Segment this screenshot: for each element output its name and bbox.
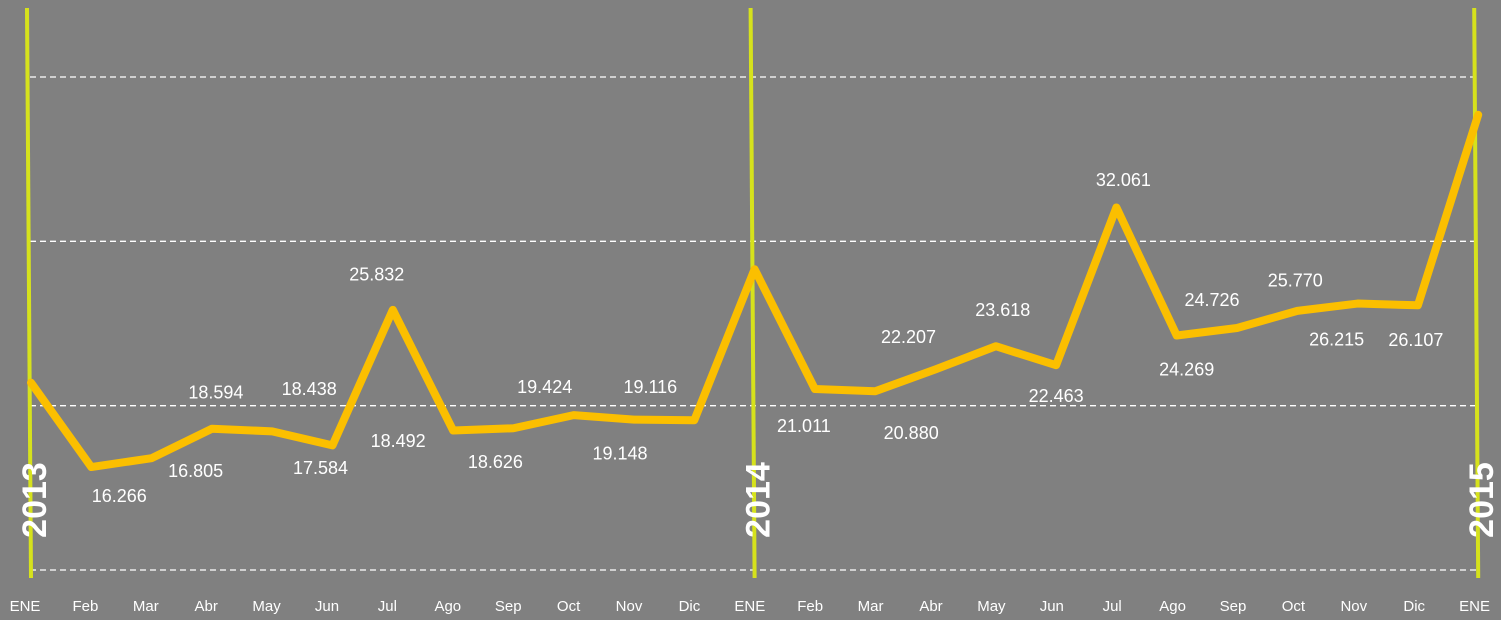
- x-tick-label: Ago: [1159, 598, 1186, 615]
- x-tick-label: Jun: [315, 598, 339, 615]
- data-label: 22.207: [881, 327, 936, 347]
- data-label: 18.438: [282, 379, 337, 399]
- data-label: 25.832: [349, 265, 404, 285]
- data-label: 18.492: [371, 431, 426, 451]
- x-tick-label: Nov: [616, 598, 643, 615]
- x-tick-label: Oct: [557, 598, 581, 615]
- x-tick-label: Dic: [1403, 598, 1425, 615]
- data-label: 24.269: [1159, 359, 1214, 379]
- x-tick-label: ENE: [734, 598, 765, 615]
- data-label: 18.626: [468, 452, 523, 472]
- x-tick-label: Abr: [195, 598, 218, 615]
- data-label: 26.215: [1309, 329, 1364, 349]
- x-tick-label: Nov: [1340, 598, 1367, 615]
- x-tick-label: Sep: [1220, 598, 1247, 615]
- data-label: 22.463: [1029, 386, 1084, 406]
- x-tick-label: Jul: [1103, 598, 1122, 615]
- year-label: 2015: [1463, 462, 1501, 538]
- x-tick-label: Mar: [858, 598, 884, 615]
- data-label: 16.805: [168, 461, 223, 481]
- x-tick-label: Dic: [679, 598, 701, 615]
- x-tick-label: Abr: [919, 598, 942, 615]
- series-line: [27, 110, 1483, 472]
- year-line: [748, 7, 757, 579]
- x-tick-label: May: [977, 598, 1006, 615]
- x-tick-label: May: [252, 598, 281, 615]
- x-tick-label: ENE: [10, 598, 41, 615]
- year-line: [1472, 7, 1481, 579]
- data-label: 19.148: [592, 443, 647, 463]
- data-label: 19.424: [517, 377, 572, 397]
- year-line: [25, 7, 33, 579]
- year-label: 2014: [740, 462, 778, 538]
- data-label: 26.107: [1388, 330, 1443, 350]
- data-label: 19.116: [623, 377, 677, 397]
- x-tick-label: Feb: [72, 598, 98, 615]
- data-label: 18.594: [188, 383, 243, 403]
- year-label: 2013: [16, 462, 54, 538]
- data-label: 32.061: [1096, 170, 1151, 190]
- data-label: 21.011: [777, 416, 831, 436]
- data-label: 20.880: [884, 423, 939, 443]
- data-label: 17.584: [293, 458, 348, 478]
- x-tick-label: Oct: [1282, 598, 1306, 615]
- x-tick-label: ENE: [1459, 598, 1490, 615]
- data-label: 24.726: [1184, 290, 1239, 310]
- data-label: 16.266: [92, 486, 147, 506]
- x-tick-label: Ago: [434, 598, 461, 615]
- data-label: 23.618: [975, 300, 1030, 320]
- x-tick-label: Sep: [495, 598, 522, 615]
- x-tick-label: Feb: [797, 598, 823, 615]
- x-tick-label: Jun: [1040, 598, 1064, 615]
- x-tick-label: Jul: [378, 598, 397, 615]
- x-tick-label: Mar: [133, 598, 159, 615]
- data-label: 25.770: [1268, 271, 1323, 291]
